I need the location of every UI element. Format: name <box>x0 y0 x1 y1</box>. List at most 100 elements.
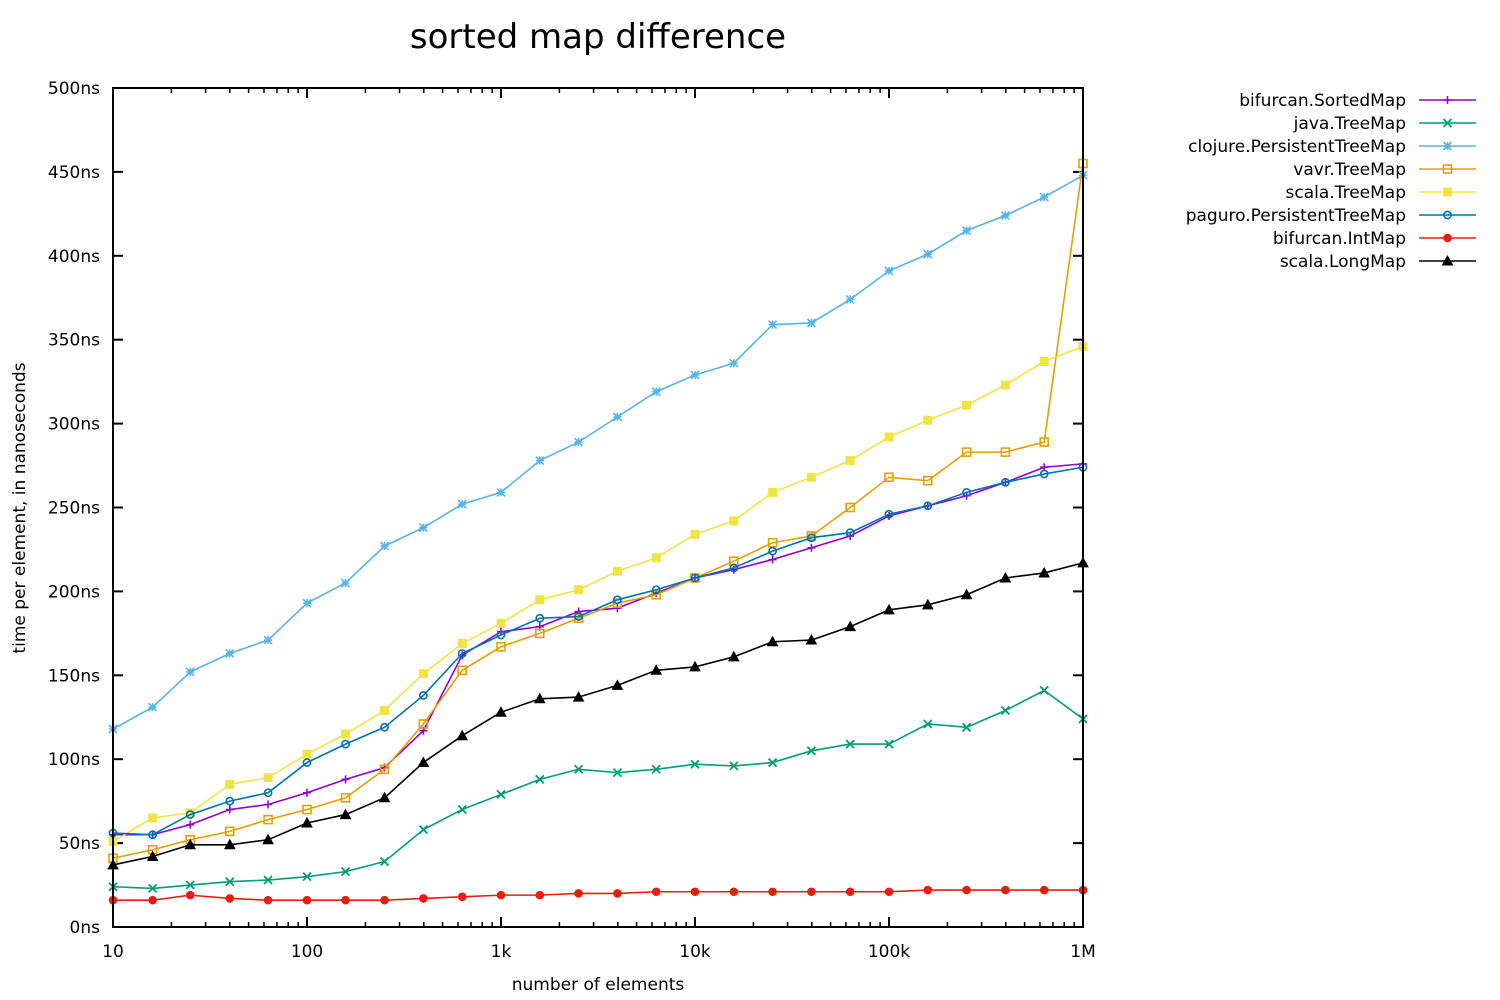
x-tick-label: 100k <box>868 942 910 962</box>
data-point <box>496 618 506 628</box>
series-scala.TreeMap <box>108 341 1088 846</box>
data-point <box>1039 685 1049 696</box>
data-point <box>535 455 545 466</box>
data-point <box>805 634 818 645</box>
data-point <box>806 318 816 328</box>
data-point <box>690 759 700 769</box>
series-line <box>112 689 1084 890</box>
y-tick-label: 100ns <box>48 750 100 770</box>
x-tick-label: 100 <box>291 942 323 962</box>
data-point <box>535 890 545 900</box>
data-point <box>1039 469 1049 479</box>
data-point <box>768 320 778 330</box>
data-point <box>572 691 585 702</box>
data-point <box>807 543 816 552</box>
data-point <box>456 729 469 741</box>
data-point <box>418 669 428 679</box>
series-line <box>112 466 1084 836</box>
series-paguro.PersistentTreeMap <box>108 462 1088 840</box>
y-tick-label: 300ns <box>48 415 100 435</box>
chart-title: sorted map difference <box>410 17 786 57</box>
data-point <box>574 889 583 898</box>
y-tick-label: 250ns <box>48 499 100 519</box>
data-point <box>263 875 273 885</box>
legend: bifurcan.SortedMap java.TreeMap clojure.Pe… <box>1186 91 1476 272</box>
legend-label: vavr.TreeMap <box>1293 160 1406 180</box>
data-point <box>690 887 700 897</box>
data-point <box>148 830 157 840</box>
data-point <box>922 475 933 486</box>
legend-marker <box>1442 118 1453 128</box>
data-point <box>380 706 390 716</box>
data-point <box>457 665 468 676</box>
series-bifurcan.IntMap <box>108 885 1088 905</box>
data-point <box>263 788 273 798</box>
data-point <box>1039 192 1049 202</box>
data-point <box>1039 885 1049 895</box>
data-point <box>1000 380 1010 390</box>
data-point <box>225 894 235 903</box>
series-line <box>113 889 1083 901</box>
data-point <box>962 885 971 895</box>
data-point <box>148 895 157 905</box>
data-point <box>302 758 312 767</box>
series-vavr.TreeMap <box>108 158 1088 864</box>
data-point <box>923 249 933 259</box>
data-point <box>884 887 894 897</box>
data-point <box>418 719 429 729</box>
data-point <box>727 650 740 662</box>
data-point <box>923 885 933 895</box>
data-point <box>341 729 351 739</box>
data-point <box>729 516 739 526</box>
data-point <box>1039 437 1049 447</box>
data-point <box>340 866 351 877</box>
data-point <box>418 691 428 700</box>
data-point <box>768 887 777 897</box>
legend-marker <box>1443 96 1452 104</box>
series-line <box>112 562 1084 866</box>
data-point <box>302 804 312 815</box>
legend-marker <box>1443 233 1452 243</box>
data-point <box>225 877 235 887</box>
data-point <box>961 722 972 732</box>
data-point <box>651 589 662 600</box>
data-point <box>766 635 779 647</box>
legend-label: clojure.PersistentTreeMap <box>1188 137 1406 157</box>
data-point <box>651 764 661 774</box>
data-point <box>651 585 661 595</box>
data-point <box>185 667 195 677</box>
data-point <box>378 791 391 803</box>
data-point <box>225 648 235 659</box>
y-tick-label: 50ns <box>59 834 100 854</box>
data-point <box>302 598 312 608</box>
data-point <box>845 502 856 513</box>
data-point <box>457 499 467 509</box>
data-point <box>729 761 739 771</box>
data-point <box>303 788 311 797</box>
data-point <box>923 501 933 511</box>
data-point <box>884 739 894 749</box>
data-point <box>535 613 545 623</box>
legend-marker <box>1443 210 1452 220</box>
data-point <box>263 814 273 825</box>
data-point <box>923 415 933 425</box>
data-point <box>263 895 273 905</box>
data-point <box>184 838 197 850</box>
data-point <box>962 487 972 497</box>
data-point <box>148 813 158 823</box>
data-point <box>651 887 661 897</box>
data-point <box>419 894 428 903</box>
series-line <box>112 345 1084 843</box>
data-point <box>611 679 624 690</box>
data-point <box>844 620 857 632</box>
data-point <box>301 816 313 828</box>
data-point <box>884 266 894 276</box>
series-layer <box>107 158 1089 905</box>
data-point <box>1001 885 1010 895</box>
data-point <box>613 889 622 898</box>
data-point <box>341 739 350 749</box>
tick-labels: 0ns 50ns 100ns 150ns 200ns 250ns 300ns 350ns 400… <box>48 79 1096 962</box>
data-point <box>884 509 894 519</box>
data-point <box>418 523 428 533</box>
legend-marker <box>1441 254 1454 266</box>
